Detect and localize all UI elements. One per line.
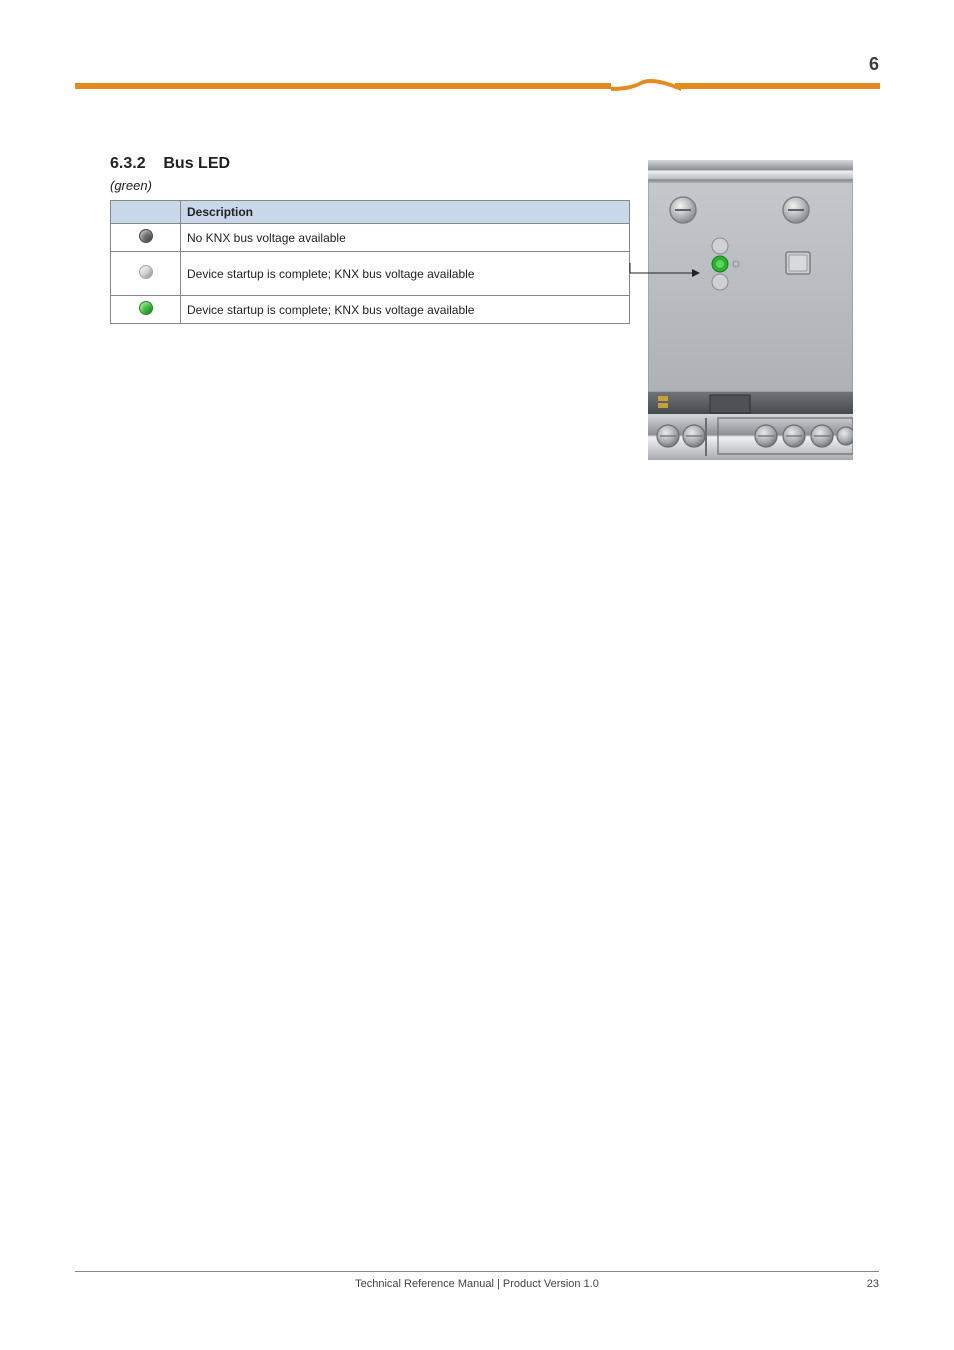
section-number: 6.3.2 [110,155,146,172]
led-dim-desc: Device startup is complete; KNX bus volt… [181,252,630,296]
table-row: Device startup is complete; KNX bus volt… [111,296,630,324]
table-row: No KNX bus voltage available [111,224,630,252]
section-heading: 6.3.2 Bus LED [110,155,230,173]
footer-page-number: 23 [819,1278,879,1290]
section-title-text: Bus LED [163,155,230,172]
led-off-icon [111,224,181,252]
led-dim-icon [111,252,181,296]
footer-center: Technical Reference Manual | Product Ver… [135,1278,819,1290]
chapter-number: 6 [869,54,879,75]
led-status-table: Description No KNX bus voltage available… [110,200,630,324]
section-subtitle: (green) [110,178,152,193]
th-description: Description [181,201,630,224]
led-off-desc: No KNX bus voltage available [181,224,630,252]
footer-left [75,1278,135,1290]
header-divider [75,80,880,92]
table-row: Device startup is complete; KNX bus volt… [111,252,630,296]
device-illustration [648,160,853,460]
page-footer: Technical Reference Manual | Product Ver… [75,1271,879,1290]
led-green-icon [111,296,181,324]
led-green-desc: Device startup is complete; KNX bus volt… [181,296,630,324]
th-icon [111,201,181,224]
